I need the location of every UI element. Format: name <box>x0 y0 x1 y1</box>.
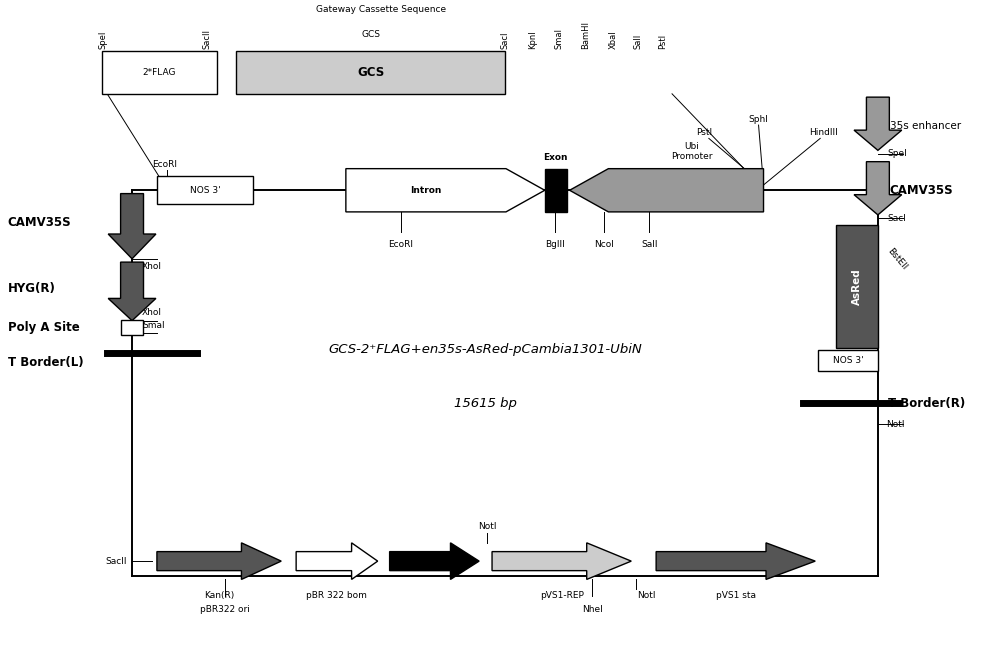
Text: NOS 3': NOS 3' <box>833 356 863 365</box>
Text: BamHI: BamHI <box>581 21 590 48</box>
Text: EcoRI: EcoRI <box>388 240 413 249</box>
Polygon shape <box>346 169 545 212</box>
Text: XhoI: XhoI <box>142 308 162 317</box>
Text: SalI: SalI <box>641 240 657 249</box>
Bar <box>102 50 217 94</box>
Text: 35s enhancer: 35s enhancer <box>890 122 961 132</box>
Text: Ubi
Promoter: Ubi Promoter <box>671 142 712 161</box>
Text: BstEII: BstEII <box>886 247 909 272</box>
Bar <box>545 169 567 212</box>
Text: Gateway Cassette Sequence: Gateway Cassette Sequence <box>316 5 446 14</box>
Text: SpeI: SpeI <box>98 30 107 48</box>
Text: SpeI: SpeI <box>888 149 908 158</box>
Text: Poly A Site: Poly A Site <box>8 321 80 334</box>
Text: NotI: NotI <box>886 420 904 429</box>
Polygon shape <box>854 97 902 151</box>
Text: KpnI: KpnI <box>528 30 537 48</box>
Polygon shape <box>656 543 815 579</box>
Text: EcoRI: EcoRI <box>152 160 177 169</box>
Text: CAMV35S: CAMV35S <box>890 184 953 198</box>
Text: pBR322 ori: pBR322 ori <box>200 605 250 614</box>
Text: NcoI: NcoI <box>594 240 614 249</box>
Text: GCS: GCS <box>361 30 380 38</box>
Text: AsRed: AsRed <box>852 268 862 305</box>
Polygon shape <box>854 162 902 215</box>
Text: T Border(L): T Border(L) <box>8 356 83 369</box>
Polygon shape <box>157 543 281 579</box>
Bar <box>818 350 878 371</box>
Polygon shape <box>492 543 631 579</box>
Text: BglII: BglII <box>545 240 565 249</box>
Text: 2*FLAG: 2*FLAG <box>143 68 176 77</box>
Bar <box>157 176 253 204</box>
Text: PstI: PstI <box>658 34 667 48</box>
Text: SacII: SacII <box>203 29 212 48</box>
Text: XhoI: XhoI <box>142 262 162 271</box>
Text: NotI: NotI <box>478 522 496 531</box>
Text: PstI: PstI <box>696 128 712 137</box>
Text: GCS-2⁺FLAG+en35s-AsRed-pCambia1301-UbiN: GCS-2⁺FLAG+en35s-AsRed-pCambia1301-UbiN <box>328 343 642 356</box>
Bar <box>121 320 143 335</box>
Text: SacI: SacI <box>501 31 510 48</box>
Text: SacII: SacII <box>106 556 127 566</box>
Text: pVS1 sta: pVS1 sta <box>716 591 756 600</box>
Bar <box>236 50 505 94</box>
Text: Kan(R): Kan(R) <box>204 591 234 600</box>
Text: Exon: Exon <box>543 153 568 162</box>
Text: SalI: SalI <box>633 34 642 48</box>
Text: HindIII: HindIII <box>809 128 838 137</box>
Text: NotI: NotI <box>637 591 655 600</box>
Text: SmaI: SmaI <box>555 28 564 48</box>
Text: NOS 3': NOS 3' <box>190 185 220 195</box>
Polygon shape <box>108 194 156 259</box>
Polygon shape <box>390 543 479 579</box>
Text: pBR 322 bom: pBR 322 bom <box>306 591 367 600</box>
Polygon shape <box>296 543 378 579</box>
Text: GCS: GCS <box>357 66 384 79</box>
Polygon shape <box>570 169 764 212</box>
Text: pVS1-REP: pVS1-REP <box>540 591 584 600</box>
Text: SphI: SphI <box>749 115 768 124</box>
Text: Intron: Intron <box>410 185 442 195</box>
Text: T Border(R): T Border(R) <box>888 396 965 410</box>
Text: SacI: SacI <box>888 214 907 222</box>
Text: NheI: NheI <box>582 605 603 614</box>
Text: 15615 bp: 15615 bp <box>454 396 517 410</box>
Text: CAMV35S: CAMV35S <box>8 216 71 229</box>
Text: SmaI: SmaI <box>142 321 165 330</box>
Text: HYG(R): HYG(R) <box>8 282 56 295</box>
Polygon shape <box>108 262 156 321</box>
Text: XbaI: XbaI <box>608 30 617 48</box>
Bar <box>836 225 878 348</box>
